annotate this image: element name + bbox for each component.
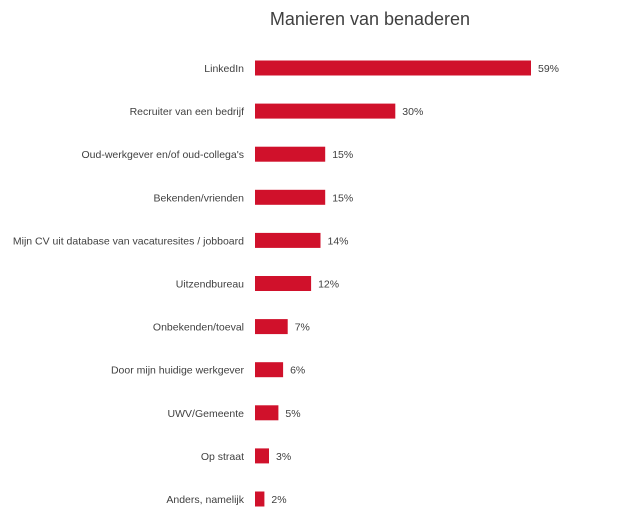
category-label: Mijn CV uit database van vacaturesites /… [13,235,244,247]
bar [255,448,269,464]
chart-title: Manieren van benaderen [270,9,470,29]
category-label: Bekenden/vrienden [154,192,245,204]
category-label: LinkedIn [204,63,244,75]
value-label: 5% [285,408,300,420]
value-label: 14% [328,235,349,247]
category-label: Op straat [201,451,244,463]
bar [255,319,288,335]
bar [255,103,396,119]
bar [255,189,326,205]
value-label: 15% [332,192,353,204]
value-label-group: 59% 30% 15% 15% 14% 12% 7% 6% 5% 3% 2% [271,63,559,506]
bar [255,232,321,248]
bar [255,362,284,378]
category-label: Door mijn huidige werkgever [111,365,245,377]
category-label: Anders, namelijk [166,494,244,506]
bar [255,276,312,291]
value-label: 2% [271,494,286,506]
value-label: 30% [402,106,423,118]
category-label: Onbekenden/toeval [153,322,244,334]
bar [255,146,326,162]
category-label: Oud-werkgever en/of oud-collega's [81,149,244,161]
bar [255,491,265,507]
value-label: 59% [538,63,559,75]
category-label: Uitzendbureau [176,279,244,291]
category-label: UWV/Gemeente [168,408,245,420]
bar [255,405,279,421]
bar [255,60,531,76]
value-label: 12% [318,279,339,291]
category-label: Recruiter van een bedrijf [130,106,244,118]
value-label: 3% [276,451,291,463]
bar-group [255,60,531,507]
value-label: 6% [290,365,305,377]
category-label-group: LinkedIn Recruiter van een bedrijf Oud-wer… [13,63,245,506]
value-label: 7% [295,322,310,334]
value-label: 15% [332,149,353,161]
